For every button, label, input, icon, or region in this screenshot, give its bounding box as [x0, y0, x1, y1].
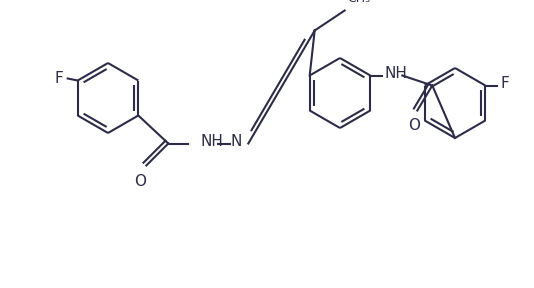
Text: O: O: [409, 118, 420, 134]
Text: O: O: [135, 173, 146, 189]
Text: F: F: [55, 71, 64, 86]
Text: NH: NH: [384, 66, 407, 81]
Text: F: F: [500, 76, 509, 91]
Text: CH₃: CH₃: [348, 0, 371, 5]
Text: NH: NH: [200, 134, 223, 149]
Text: N: N: [230, 134, 242, 149]
